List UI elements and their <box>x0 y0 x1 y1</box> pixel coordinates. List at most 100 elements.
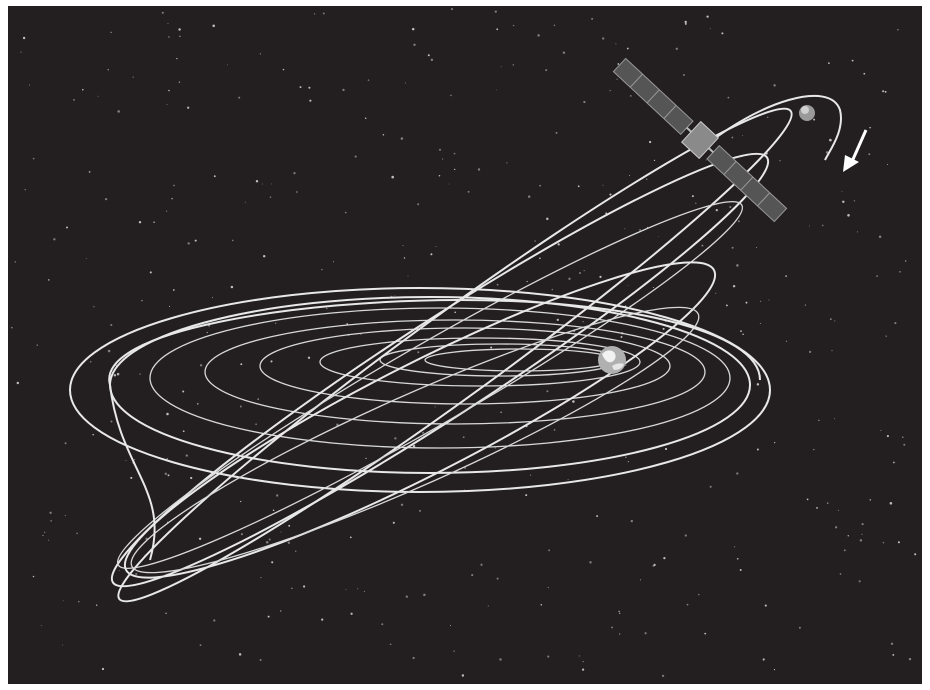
star <box>438 148 442 151</box>
star <box>349 536 352 539</box>
star <box>62 644 63 646</box>
star <box>363 590 365 593</box>
star <box>226 64 228 66</box>
star <box>882 90 885 93</box>
star <box>773 84 776 87</box>
star <box>28 84 31 86</box>
star <box>354 155 357 158</box>
star <box>727 96 730 99</box>
star <box>578 655 580 657</box>
star <box>756 448 759 451</box>
star <box>582 321 584 323</box>
star <box>365 457 367 459</box>
star <box>427 54 430 57</box>
star <box>198 537 202 540</box>
panel-seam <box>723 161 737 175</box>
star <box>367 79 370 81</box>
star <box>454 168 456 171</box>
star <box>32 575 35 578</box>
star <box>546 217 549 221</box>
star <box>321 618 324 621</box>
star <box>167 23 169 25</box>
star <box>118 570 120 572</box>
star <box>551 288 554 291</box>
star <box>609 193 612 196</box>
star <box>402 244 404 246</box>
star <box>231 239 234 242</box>
star <box>639 579 641 581</box>
star <box>345 589 347 590</box>
star <box>526 280 528 283</box>
star <box>721 32 724 35</box>
star <box>639 228 641 231</box>
star <box>213 175 216 178</box>
star <box>732 284 736 288</box>
star <box>821 224 824 227</box>
star <box>82 88 84 91</box>
star <box>95 604 98 606</box>
star <box>616 78 618 80</box>
star <box>62 600 64 602</box>
orbit <box>319 337 641 387</box>
star <box>745 301 748 304</box>
star <box>527 195 531 198</box>
star <box>261 183 263 185</box>
star <box>16 381 20 385</box>
star <box>731 246 734 249</box>
star <box>296 191 298 193</box>
star <box>861 523 864 526</box>
star <box>611 626 614 629</box>
star <box>238 96 241 99</box>
star <box>153 221 155 223</box>
orbit <box>130 306 700 574</box>
star <box>506 162 508 164</box>
orbit <box>204 319 706 425</box>
star <box>581 668 585 671</box>
moon-highlight <box>801 106 809 114</box>
star <box>537 34 540 37</box>
star <box>430 253 433 256</box>
orbit <box>69 287 771 493</box>
star <box>829 318 832 321</box>
star <box>767 116 769 118</box>
star <box>577 185 580 188</box>
star <box>344 211 347 214</box>
star <box>185 454 188 457</box>
star <box>779 160 781 162</box>
star <box>20 51 22 53</box>
star <box>567 478 569 480</box>
star <box>496 89 498 91</box>
star <box>627 461 629 463</box>
star <box>662 327 665 330</box>
star <box>615 43 617 45</box>
orbit <box>117 107 793 603</box>
star <box>130 476 133 479</box>
star <box>602 184 604 186</box>
star <box>24 189 26 191</box>
star <box>729 205 732 209</box>
star <box>876 275 878 277</box>
star <box>657 236 659 237</box>
star <box>842 200 845 204</box>
star <box>125 460 127 461</box>
star <box>530 474 532 476</box>
star <box>206 331 208 334</box>
star <box>579 272 581 274</box>
star <box>901 436 904 439</box>
star <box>417 203 420 206</box>
star <box>66 226 68 229</box>
star <box>179 35 181 37</box>
star <box>880 429 882 431</box>
star <box>168 305 171 307</box>
star <box>168 89 170 92</box>
star <box>826 502 829 504</box>
star <box>624 228 626 230</box>
star <box>260 577 262 579</box>
star <box>568 277 571 280</box>
star <box>839 573 842 575</box>
star <box>309 99 312 102</box>
star <box>741 134 743 136</box>
star <box>435 245 437 248</box>
star <box>44 531 46 533</box>
star <box>851 59 854 62</box>
